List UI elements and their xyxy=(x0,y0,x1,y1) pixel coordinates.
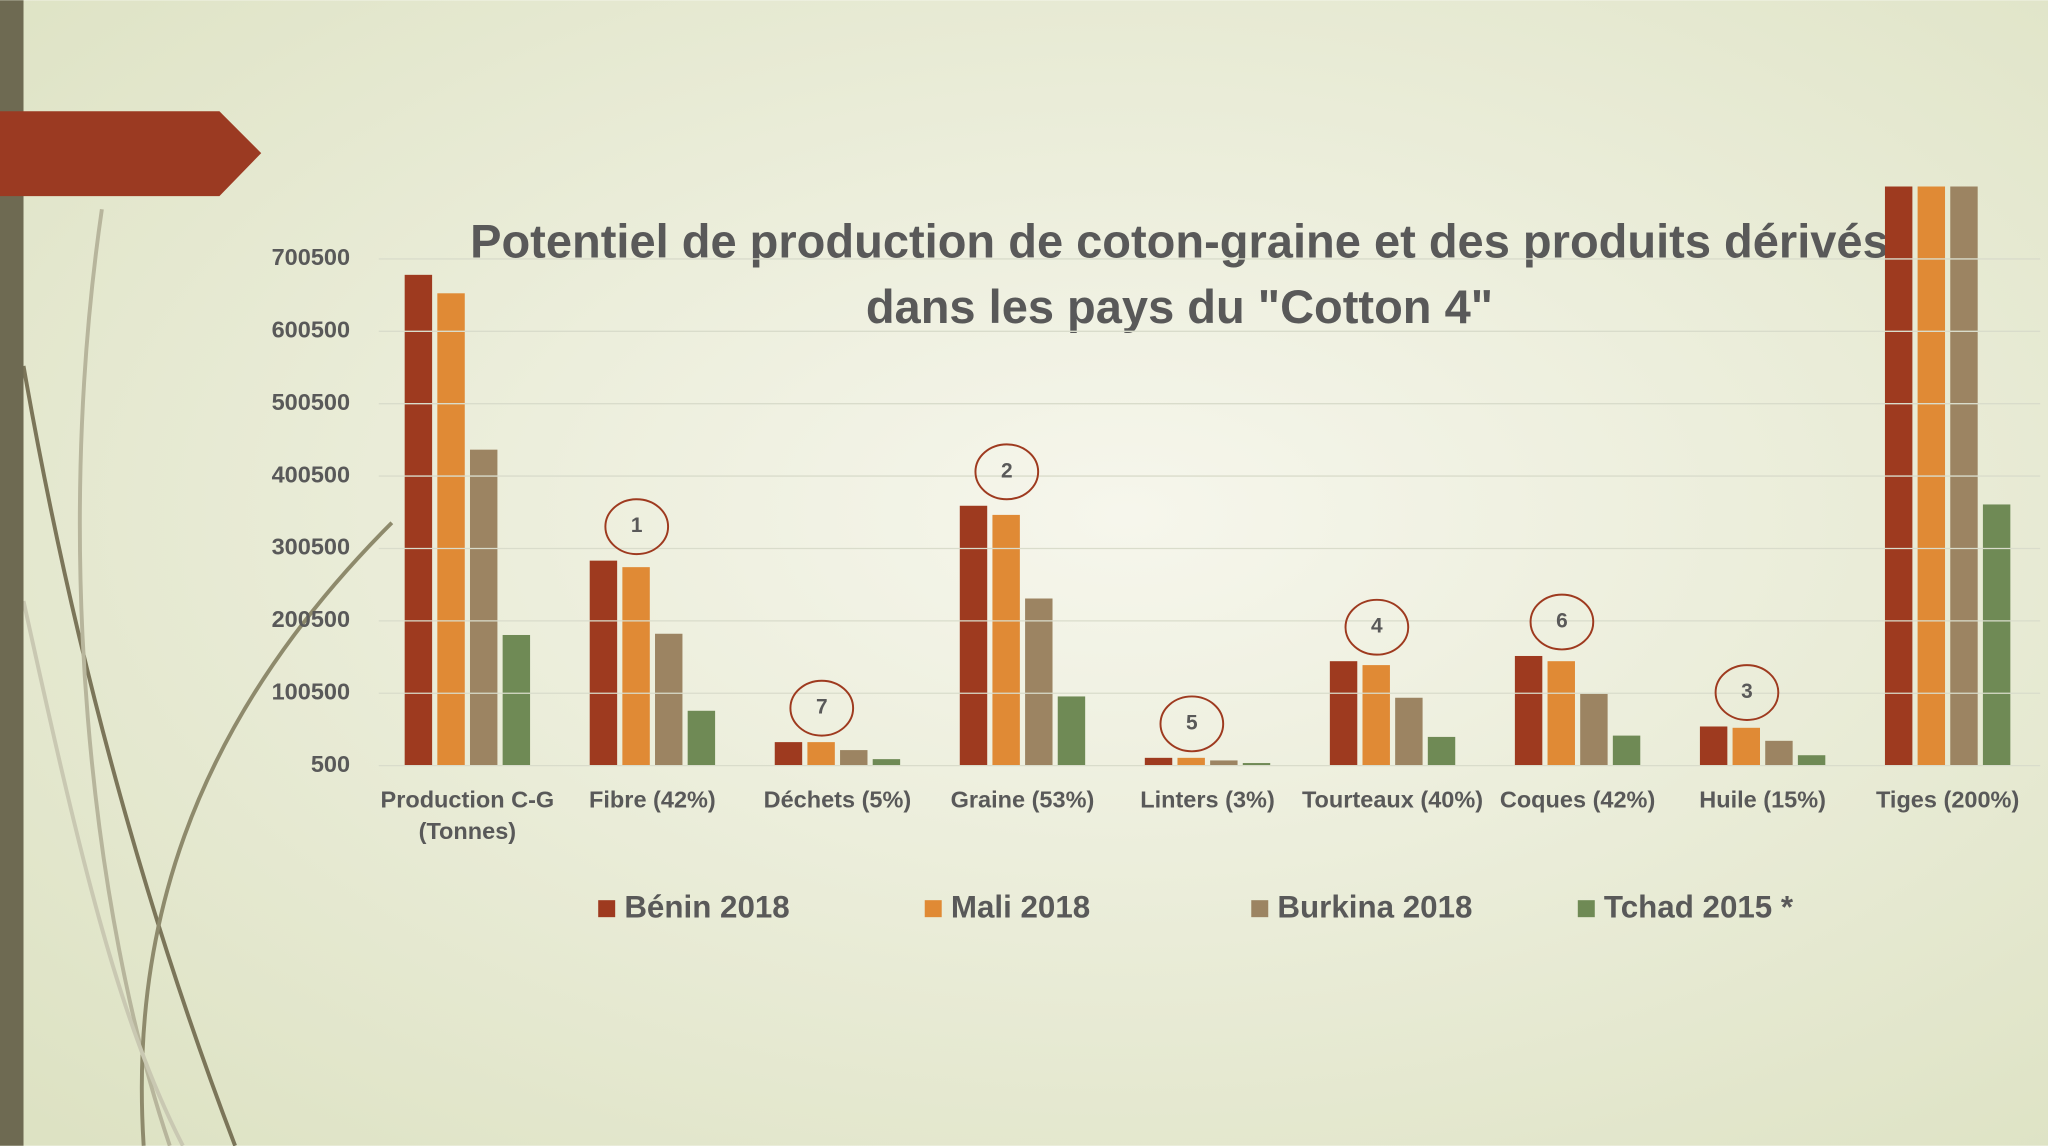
x-tick-label-box: Déchets (5%) xyxy=(763,786,912,813)
x-tick-label-box: Coques (42%) xyxy=(1499,786,1656,813)
annotation-label: 2 xyxy=(1001,459,1013,482)
bar xyxy=(1950,186,1978,766)
x-tick-label: Fibre (42%) xyxy=(589,786,716,813)
y-tick-label: 200500 xyxy=(272,606,350,632)
plot xyxy=(404,186,2011,766)
legend-label: Tchad 2015 * xyxy=(1604,890,1794,925)
bar xyxy=(840,750,868,766)
x-tick-label: Déchets (5%) xyxy=(763,786,912,813)
annotation-label: 4 xyxy=(1371,615,1383,638)
x-tick-label: Huile (15%) xyxy=(1699,786,1826,813)
legend-swatch xyxy=(1251,900,1269,918)
y-tick-label: 500500 xyxy=(272,389,350,415)
decoration xyxy=(21,208,394,1146)
bar xyxy=(502,634,531,766)
x-tick-label: Tourteaux (40%) xyxy=(1301,786,1484,813)
bar xyxy=(589,560,618,766)
bar xyxy=(807,742,835,766)
bar xyxy=(1580,693,1608,766)
legend-swatch xyxy=(598,900,616,918)
x-tick-label-box: Fibre (42%) xyxy=(589,786,716,813)
bar xyxy=(622,567,650,766)
x-tick-label-box: Huile (15%) xyxy=(1699,786,1826,813)
annotation-circle xyxy=(1529,593,1595,651)
x-tick-label: Graine (53%) xyxy=(950,786,1095,813)
annotation-circle xyxy=(789,679,855,737)
bar xyxy=(1144,757,1173,766)
bar xyxy=(1982,504,2011,766)
legend-label: Bénin 2018 xyxy=(624,890,789,925)
bar xyxy=(1427,736,1456,766)
annotation-label: 1 xyxy=(631,514,643,537)
annotation-label: 3 xyxy=(1741,680,1753,703)
legend-swatch xyxy=(1577,900,1595,918)
legend-label: Mali 2018 xyxy=(951,890,1090,925)
x-tick-label-box: Tiges (200%) xyxy=(1875,786,2020,813)
legend-label: Burkina 2018 xyxy=(1277,890,1472,925)
annotation-circle xyxy=(1344,598,1410,656)
bar xyxy=(1362,665,1390,766)
bar xyxy=(437,293,465,766)
bar xyxy=(1057,696,1086,766)
annotation-circle xyxy=(604,498,670,556)
x-tick-label-box: Graine (53%) xyxy=(950,786,1095,813)
bar xyxy=(1699,726,1728,766)
x-tick-label: Coques (42%) xyxy=(1499,786,1656,813)
bar xyxy=(959,505,988,766)
y-tick-label: 700500 xyxy=(272,244,350,270)
x-tick-label-box: Linters (3%) xyxy=(1140,786,1275,813)
banner xyxy=(0,111,262,197)
bar xyxy=(872,759,901,766)
bar xyxy=(1765,740,1793,766)
x-tick-label: Tiges (200%) xyxy=(1875,786,2020,813)
y-tick-label: 300500 xyxy=(272,534,350,560)
bar xyxy=(1547,661,1575,766)
bar xyxy=(687,710,716,766)
y-tick-label: 100500 xyxy=(272,678,350,704)
chart-title: Potentiel de production de coton-graine … xyxy=(470,214,1889,334)
x-tick-label-box: Tourteaux (40%) xyxy=(1301,786,1484,813)
annotation-label: 5 xyxy=(1186,711,1198,734)
x-tick-label: Linters (3%) xyxy=(1140,786,1275,813)
bar xyxy=(469,449,498,766)
bar xyxy=(404,274,433,766)
annotation-circle xyxy=(974,443,1040,501)
side-bar xyxy=(0,0,24,1146)
bar xyxy=(1025,598,1053,766)
bar xyxy=(774,742,803,766)
bar xyxy=(1329,661,1358,766)
bar xyxy=(1395,697,1423,766)
bar xyxy=(1612,735,1641,766)
bar xyxy=(1210,760,1238,766)
y-tick-label: 500 xyxy=(311,751,350,777)
bar xyxy=(655,633,683,766)
bar xyxy=(1177,757,1205,766)
annotation-label: 6 xyxy=(1556,610,1568,633)
x-tick-label: Production C-G (Tonnes) xyxy=(380,786,555,845)
annotation-circle xyxy=(1714,664,1780,721)
annotation-label: 7 xyxy=(816,696,828,719)
bar xyxy=(1732,727,1760,766)
annotation-circle xyxy=(1159,695,1225,753)
bar xyxy=(1514,655,1543,766)
x-tick-label-box: Production C-G (Tonnes) xyxy=(380,786,555,845)
legend-swatch xyxy=(924,900,942,918)
bar xyxy=(1797,755,1826,766)
y-tick-label: 400500 xyxy=(272,461,350,487)
bar xyxy=(1242,763,1271,766)
y-tick-label: 600500 xyxy=(272,317,350,343)
bar xyxy=(992,514,1020,766)
